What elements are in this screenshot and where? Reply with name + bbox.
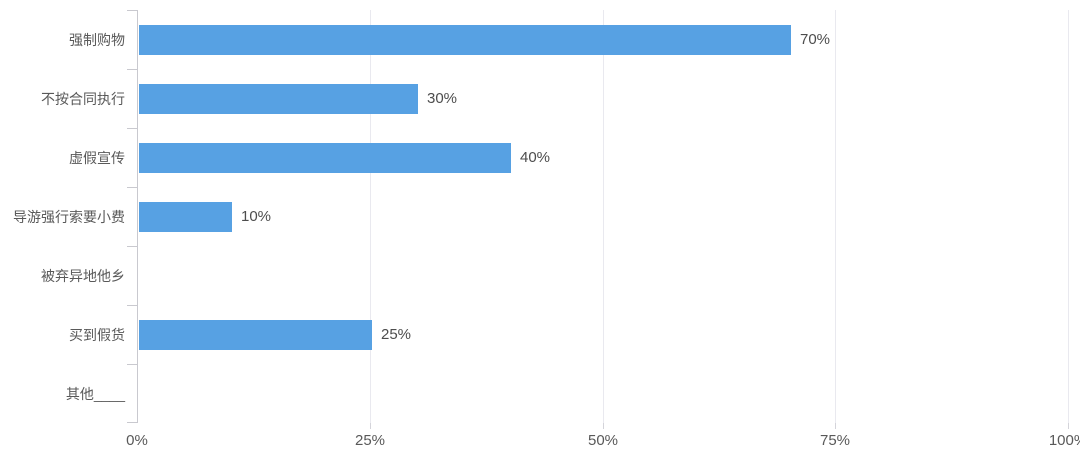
x-axis-tick	[370, 423, 371, 429]
y-axis-tick	[127, 128, 137, 129]
bar-row	[139, 246, 1069, 305]
bar	[139, 83, 418, 114]
x-axis-tick	[603, 423, 604, 429]
y-axis-tick	[127, 246, 137, 247]
y-axis-tick	[127, 422, 137, 423]
bar-row	[139, 364, 1069, 423]
bar-value-label: 70%	[800, 31, 831, 48]
y-axis-labels: 强制购物不按合同执行虚假宣传导游强行索要小费被弃异地他乡买到假货其他____	[0, 10, 125, 423]
category-label: 导游强行索要小费	[13, 208, 125, 225]
bar-value-label: 10%	[241, 208, 272, 225]
x-axis-tick	[835, 423, 836, 429]
category-label: 其他____	[65, 385, 125, 402]
x-tick-label: 75%	[819, 432, 851, 449]
bar-row: 10%	[139, 187, 1069, 246]
x-tick-label: 100%	[1048, 432, 1080, 449]
bar	[139, 142, 511, 173]
x-tick-label: 50%	[587, 432, 619, 449]
category-label: 强制购物	[69, 31, 125, 48]
y-axis-tick	[127, 69, 137, 70]
bar-row: 70%	[139, 10, 1069, 69]
bar-value-label: 30%	[427, 90, 458, 107]
gridline-50%	[603, 10, 604, 423]
gridline-100%	[1068, 10, 1069, 423]
bar-value-label: 25%	[381, 326, 412, 343]
category-label: 买到假货	[69, 326, 125, 343]
y-axis-tick	[127, 187, 137, 188]
bar-row: 30%	[139, 69, 1069, 128]
y-axis-tick	[127, 364, 137, 365]
x-tick-label: 25%	[354, 432, 386, 449]
gridline-75%	[835, 10, 836, 423]
x-axis-labels: 0% 25% 50% 75% 100%	[126, 428, 1080, 454]
category-label: 被弃异地他乡	[41, 267, 125, 284]
x-axis-tick	[1068, 423, 1069, 429]
category-label: 虚假宣传	[69, 149, 125, 166]
category-label: 不按合同执行	[41, 90, 125, 107]
bar-row: 40%	[139, 128, 1069, 187]
plot-area: 70% 30% 40% 10% 25%	[127, 10, 1069, 429]
y-axis-tick	[127, 10, 137, 11]
bar	[139, 319, 372, 350]
gridline-25%	[370, 10, 371, 423]
bar	[139, 201, 232, 232]
y-axis-tick	[127, 305, 137, 306]
bar	[139, 24, 791, 55]
bar-row: 25%	[139, 305, 1069, 364]
x-tick-label: 0%	[126, 432, 148, 449]
bar-value-label: 40%	[520, 149, 551, 166]
